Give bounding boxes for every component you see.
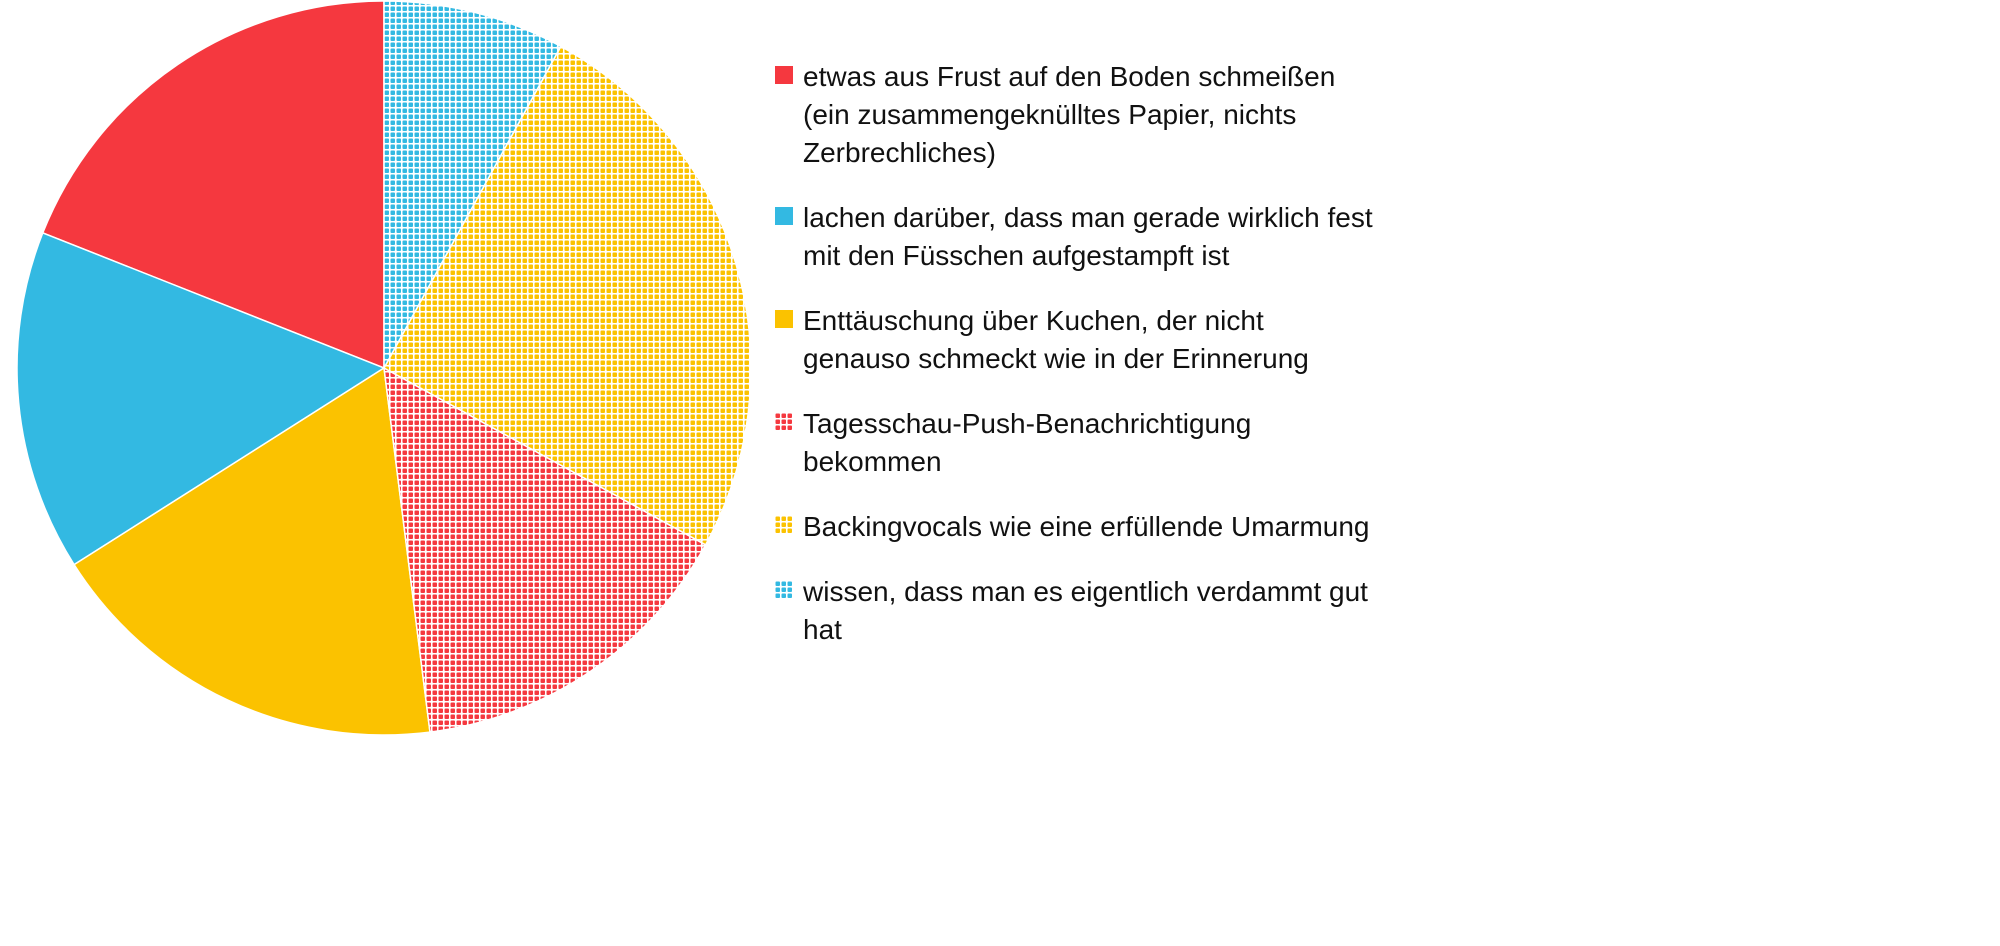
pie-slice xyxy=(73,366,431,736)
pie-slice xyxy=(383,0,562,369)
legend-swatch xyxy=(775,310,793,328)
chart-legend: etwas aus Frust auf den Boden schmeißen … xyxy=(775,58,1375,676)
legend-swatch xyxy=(775,516,793,534)
legend-label: Enttäuschung über Kuchen, der nicht gena… xyxy=(803,305,1309,374)
legend-swatch xyxy=(775,581,793,599)
legend-item: Backingvocals wie eine erfüllende Umarmu… xyxy=(775,508,1375,546)
legend-item: wissen, dass man es eigentlich verdammt … xyxy=(775,573,1375,649)
pie-slice xyxy=(16,231,386,566)
legend-item: lachen darüber, dass man gerade wirklich… xyxy=(775,199,1375,275)
legend-swatch xyxy=(775,413,793,431)
legend-item: etwas aus Frust auf den Boden schmeißen … xyxy=(775,58,1375,172)
pie-chart xyxy=(16,0,752,736)
pie-slice xyxy=(383,366,707,733)
pie-slice xyxy=(382,45,752,546)
legend-label: lachen darüber, dass man gerade wirklich… xyxy=(803,202,1373,271)
legend-item: Tagesschau-Push-Benachrichtigung bekomme… xyxy=(775,405,1375,481)
pie-slice xyxy=(41,0,385,370)
legend-label: etwas aus Frust auf den Boden schmeißen … xyxy=(803,61,1336,168)
legend-label: Backingvocals wie eine erfüllende Umarmu… xyxy=(803,511,1370,542)
legend-item: Enttäuschung über Kuchen, der nicht gena… xyxy=(775,302,1375,378)
legend-label: Tagesschau-Push-Benachrichtigung bekomme… xyxy=(803,408,1252,477)
legend-swatch xyxy=(775,207,793,225)
legend-swatch xyxy=(775,66,793,84)
legend-label: wissen, dass man es eigentlich verdammt … xyxy=(803,576,1368,645)
